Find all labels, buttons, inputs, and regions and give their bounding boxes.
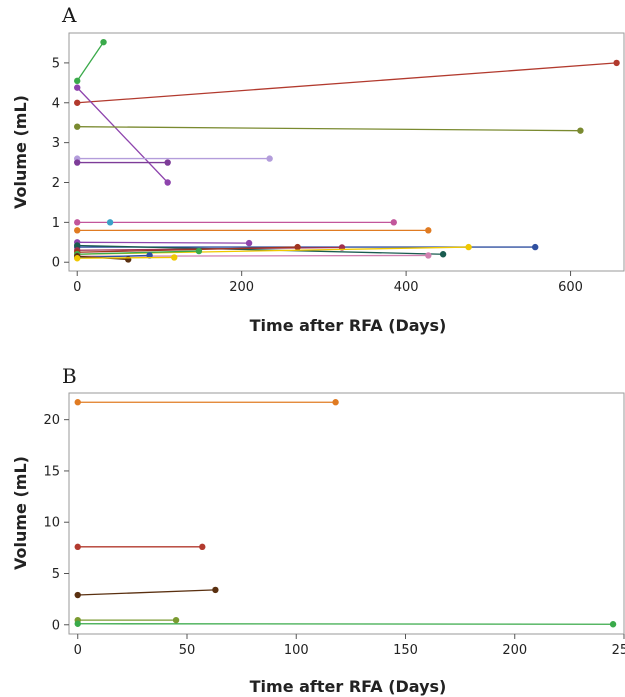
panel-a-data-point [266, 155, 273, 162]
panel-b-axes: 0 50 100 150 200 250 0 5 10 15 20 [43, 413, 625, 658]
panel-a-y-tick-label: 1 [52, 216, 60, 231]
panel-a-data-point [465, 243, 472, 251]
panel-a-letter: A [61, 3, 77, 27]
panel-b-y-tick-label: 20 [43, 413, 60, 428]
panel-a-data-point [74, 159, 81, 166]
panel-a-data-point [164, 179, 171, 186]
panel-a-data-point [100, 38, 107, 46]
panel-a: A 0 200 400 600 0 1 2 3 4 5 Time after RFA (Days)… [11, 3, 625, 335]
panel-a-data-point [439, 251, 447, 258]
panel-a-x-tick-label: 0 [73, 280, 81, 295]
panel-a-axes: 0 200 400 600 0 1 2 3 4 5 [52, 56, 583, 295]
panel-a-data-point [106, 219, 114, 226]
panel-a-y-tick-label: 2 [52, 176, 60, 191]
panel-a-data-point [74, 123, 81, 130]
panel-b-y-tick-label: 0 [52, 618, 60, 633]
panel-a-x-tick-label: 200 [229, 280, 254, 295]
panel-a-data-point [425, 227, 432, 234]
panel-a-data-point [74, 77, 81, 85]
panel-b-data-point [74, 543, 81, 551]
panel-a-data-point [425, 252, 432, 259]
panel-a-y-axis-title: Volume (mL) [11, 95, 30, 209]
panel-a-y-tick-label: 5 [52, 56, 60, 71]
panel-b-series-line [77, 623, 614, 625]
panel-a-data-point [532, 243, 539, 251]
panel-a-plot-frame [68, 32, 625, 272]
panel-b-data-point [609, 621, 617, 628]
panel-b-data-point [212, 586, 219, 594]
panel-a-data-point [74, 99, 81, 106]
panel-b-y-tick-label: 15 [43, 464, 60, 479]
panel-a-data-point [164, 159, 171, 166]
panel-b-x-tick-label: 250 [612, 643, 625, 658]
panel-a-series-line [77, 126, 581, 132]
panel-b-data-point [74, 399, 81, 406]
panel-a-y-tick-label: 0 [52, 256, 60, 271]
panel-a-y-tick-label: 3 [52, 136, 60, 151]
panel-a-data-point [390, 219, 397, 226]
panel-a-series-line [77, 244, 444, 255]
panel-a-series-line [77, 250, 199, 255]
panel-b-data-point [172, 616, 180, 624]
panel-b-x-tick-label: 50 [179, 643, 196, 658]
panel-b-x-axis-title: Time after RFA (Days) [250, 677, 447, 696]
panel-a-series-line [76, 87, 169, 183]
panel-b-x-tick-label: 0 [74, 643, 82, 658]
panel-b-y-tick-label: 10 [43, 516, 60, 531]
panel-a-data-point [613, 59, 620, 67]
panel-a-marks [74, 38, 620, 263]
panel-b-data-point [199, 543, 206, 551]
panel-a-data-point [74, 84, 81, 91]
panel-a-series-line [77, 246, 298, 253]
panel-b-plot-frame [68, 392, 625, 635]
panel-a-data-point [74, 242, 81, 249]
panel-a-y-tick-label: 4 [52, 96, 60, 111]
panel-b-y-tick-label: 5 [52, 567, 60, 582]
panel-a-x-tick-label: 400 [394, 280, 419, 295]
panel-b-data-point [74, 591, 81, 599]
panel-b-letter: B [62, 364, 77, 388]
panel-a-series-line [77, 241, 250, 244]
panel-a-data-point [294, 243, 301, 251]
panel-a-x-axis-title: Time after RFA (Days) [250, 316, 447, 335]
panel-b-marks [74, 399, 617, 628]
panel-b-x-tick-label: 200 [502, 643, 527, 658]
panel-b-x-tick-label: 100 [284, 643, 309, 658]
panel-a-x-tick-label: 600 [558, 280, 583, 295]
panel-b-x-tick-label: 150 [393, 643, 418, 658]
panel-b-data-point [74, 620, 81, 627]
panel-a-data-point [245, 239, 253, 247]
panel-a-data-point [577, 127, 584, 134]
panel-a-data-point [74, 227, 81, 234]
panel-a-data-point [74, 255, 81, 262]
panel-b-series-line [77, 589, 216, 596]
panel-b: B 0 50 100 150 200 250 0 5 10 15 20 Time after RFA… [11, 364, 625, 696]
panel-a-data-point [74, 219, 81, 226]
panel-a-series-line [76, 41, 105, 82]
panel-a-series-line [77, 62, 617, 104]
panel-a-data-point [171, 254, 178, 261]
panel-b-y-axis-title: Volume (mL) [11, 456, 30, 570]
panel-a-series-line [77, 256, 175, 259]
panel-b-data-point [332, 399, 339, 406]
panel-a-data-point [195, 247, 203, 255]
